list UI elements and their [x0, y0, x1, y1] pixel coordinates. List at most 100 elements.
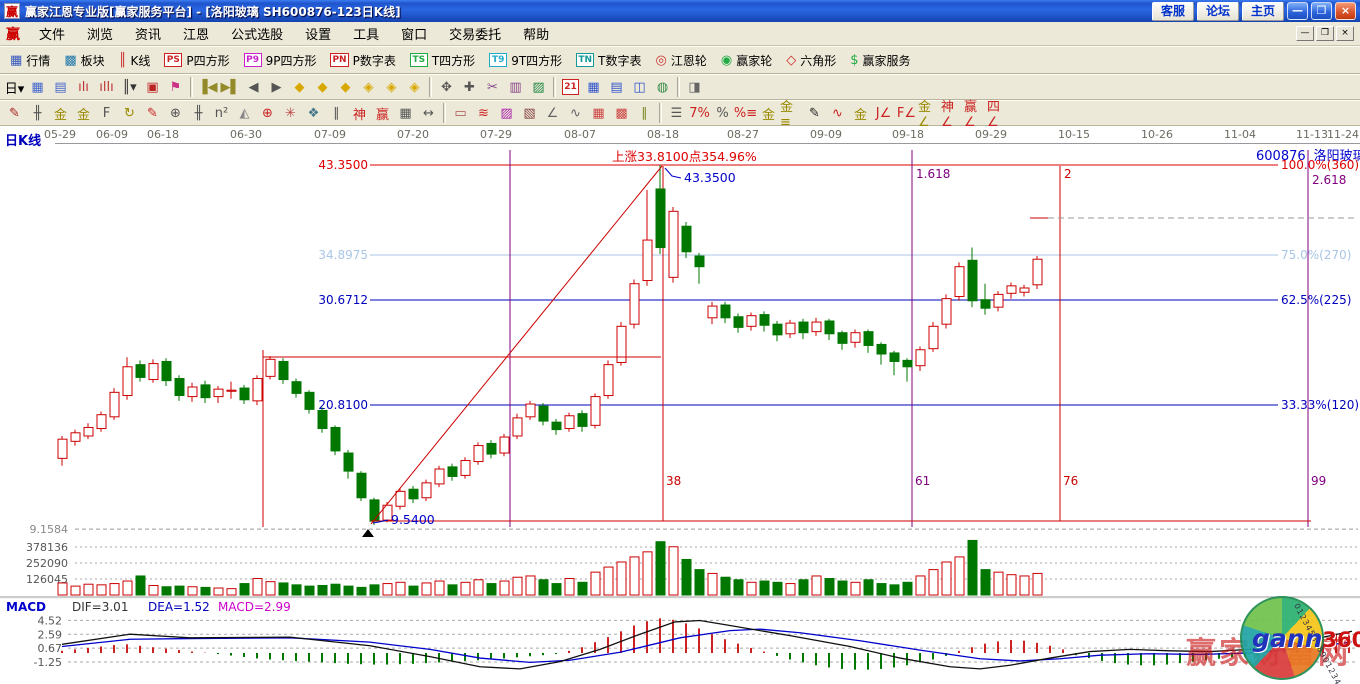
fan-lines-icon[interactable]: ≋	[478, 105, 489, 121]
gold-price-comb-icon[interactable]: 金	[76, 107, 90, 123]
percent-7-icon[interactable]: 7%	[689, 105, 710, 121]
f-angle-icon[interactable]: F∠	[896, 105, 917, 121]
menu-item-7[interactable]: 窗口	[401, 28, 428, 43]
toolbar-button-kline[interactable]: ║ K线	[112, 48, 158, 72]
menu-item-1[interactable]: 浏览	[87, 28, 114, 43]
gann-comb-icon[interactable]: ╫	[33, 105, 42, 121]
page-next-icon[interactable]: ▶	[271, 79, 282, 95]
mdi-close-button[interactable]: ×	[1336, 26, 1354, 41]
web-sync-icon[interactable]: ◍	[656, 79, 669, 95]
time-grid-icon[interactable]: ▩	[615, 105, 628, 121]
toolbar-button-market-quotes[interactable]: ▦ 行情	[3, 48, 57, 72]
measure-scissors-icon[interactable]: ✂	[487, 79, 498, 95]
win-tool-icon[interactable]: 赢	[375, 107, 389, 123]
circle-ruler-icon[interactable]: ⊕	[170, 105, 181, 121]
toolbar-button-p-square[interactable]: PS P四方形	[157, 48, 236, 72]
remote-pc-icon[interactable]: ◨	[688, 79, 701, 95]
gold-ring-icon[interactable]: 金	[761, 107, 775, 123]
restore-button[interactable]: ❐	[1311, 2, 1332, 20]
gold-levels-icon[interactable]: 金≡	[780, 100, 794, 130]
shrink-v-icon[interactable]: ◈	[386, 79, 397, 95]
toolbar-button-winner-service[interactable]: $ 赢家服务	[843, 48, 917, 72]
jump-first-icon[interactable]: ▐◀	[197, 79, 218, 95]
toolbar-button-p-number-table[interactable]: PN P数字表	[323, 48, 402, 72]
page-prev-icon[interactable]: ◀	[248, 79, 259, 95]
toolbar-button-hexagon[interactable]: ◇ 六角形	[779, 48, 843, 72]
mdi-minimize-button[interactable]: —	[1296, 26, 1314, 41]
marker-pen-icon[interactable]: ✎	[147, 105, 158, 121]
shen-angle-icon[interactable]: 神∠	[941, 100, 955, 130]
zoom-both-icon[interactable]: ◆	[340, 79, 351, 95]
menu-item-6[interactable]: 工具	[353, 28, 380, 43]
gold-time-comb-icon[interactable]: 金	[53, 107, 67, 123]
period-tab-label[interactable]: 日K线	[5, 134, 42, 149]
crosshair-icon[interactable]: ✚	[464, 79, 475, 95]
toolbar-button-gann-wheel[interactable]: ◎ 江恩轮	[649, 48, 714, 72]
shrink-all-icon[interactable]: ◈	[409, 79, 420, 95]
stat-columns-icon[interactable]: ☰	[670, 105, 683, 121]
ruler-grid-icon[interactable]: ▦	[399, 105, 412, 121]
quote-info-board-icon[interactable]: ▤	[54, 79, 67, 95]
region-stats-icon[interactable]: ▨	[532, 79, 545, 95]
pattern-box-icon[interactable]: ▣	[146, 79, 159, 95]
toolbar-button-9p-square[interactable]: P9 9P四方形	[237, 48, 324, 72]
menu-item-9[interactable]: 帮助	[523, 28, 550, 43]
zoom-left-icon[interactable]: ◆	[294, 79, 305, 95]
web-grid-icon[interactable]: ❖	[307, 105, 320, 121]
n-square-tool-icon[interactable]: n²	[214, 105, 229, 121]
cycle-3-bars-icon[interactable]: ılı	[78, 79, 89, 95]
toolbar-button-9t-square[interactable]: T9 9T四方形	[482, 48, 569, 72]
menu-item-4[interactable]: 公式选股	[231, 28, 284, 43]
calculator-icon[interactable]: ▦	[587, 79, 600, 95]
mdi-restore-button[interactable]: ❐	[1316, 26, 1334, 41]
four-angle-icon[interactable]: 四∠	[987, 100, 1001, 130]
titlebar-home-button[interactable]: 主页	[1241, 1, 1284, 21]
candle-style-selector-icon[interactable]: ║▾	[122, 79, 137, 95]
parallel-lines-icon[interactable]: ∥	[641, 105, 648, 121]
fan-grid-purple-icon[interactable]: ▨	[500, 105, 513, 121]
f-tool-icon[interactable]: F	[102, 105, 111, 121]
memo-pad-icon[interactable]: ▤	[610, 79, 623, 95]
save-disk-icon[interactable]: ◫	[633, 79, 646, 95]
win-angle-icon[interactable]: 赢∠	[964, 100, 978, 130]
menu-item-8[interactable]: 交易委托	[449, 28, 502, 43]
draw-pen-icon[interactable]: ✎	[9, 105, 20, 121]
star-web-icon[interactable]: ✳	[285, 105, 296, 121]
titlebar-service-button[interactable]: 客服	[1151, 1, 1194, 21]
ink-brush-icon[interactable]: ✎	[809, 105, 820, 121]
menu-item-0[interactable]: 文件	[39, 28, 66, 43]
calendar-21-icon[interactable]: 21	[562, 79, 579, 95]
titlebar-forum-button[interactable]: 论坛	[1196, 1, 1239, 21]
menu-item-5[interactable]: 设置	[305, 28, 332, 43]
period-day-selector-icon[interactable]: 日▾	[4, 81, 25, 97]
minimize-button[interactable]: —	[1287, 2, 1308, 20]
menu-item-3[interactable]: 江恩	[183, 28, 210, 43]
compass-circle-icon[interactable]: ⊕	[262, 105, 273, 121]
wave-gold-icon[interactable]: ∿	[832, 105, 843, 121]
j-angle-icon[interactable]: J∠	[875, 105, 892, 121]
percent-tool-icon[interactable]: %	[716, 105, 729, 121]
width-measure-icon[interactable]: ↔	[423, 105, 434, 121]
zoom-right-icon[interactable]: ◆	[317, 79, 328, 95]
gold-mark-icon[interactable]: 金	[853, 107, 867, 123]
percent-levels-icon[interactable]: %≡	[733, 105, 758, 121]
gold-angle-icon[interactable]: 金∠	[918, 100, 932, 130]
cycle-9-bars-icon[interactable]: ıllı	[99, 79, 114, 95]
toolbar-button-winner-wheel[interactable]: ◉ 赢家轮	[714, 48, 779, 72]
spiral-tool-icon[interactable]: ↻	[124, 105, 135, 121]
shrink-h-icon[interactable]: ◈	[363, 79, 374, 95]
toolbar-button-sector-blocks[interactable]: ▩ 板块	[57, 48, 111, 72]
zigzag-tool-icon[interactable]: ∿	[570, 105, 581, 121]
color-flag-icon[interactable]: ⚑	[169, 79, 182, 95]
price-grid-icon[interactable]: ▦	[592, 105, 605, 121]
menu-item-2[interactable]: 资讯	[135, 28, 162, 43]
toolbar-button-t-number-table[interactable]: TN T数字表	[569, 48, 648, 72]
stats-window-icon[interactable]: ▥	[509, 79, 522, 95]
jump-last-icon[interactable]: ▶▌	[220, 79, 241, 95]
time-comb-icon[interactable]: ╫	[194, 105, 203, 121]
k-notch-icon[interactable]: ∥	[333, 105, 340, 121]
chart-template-icon[interactable]: ▦	[31, 79, 44, 95]
mirror-angle-icon[interactable]: ◭	[239, 105, 250, 121]
rect-tool-icon[interactable]: ▭	[454, 105, 467, 121]
